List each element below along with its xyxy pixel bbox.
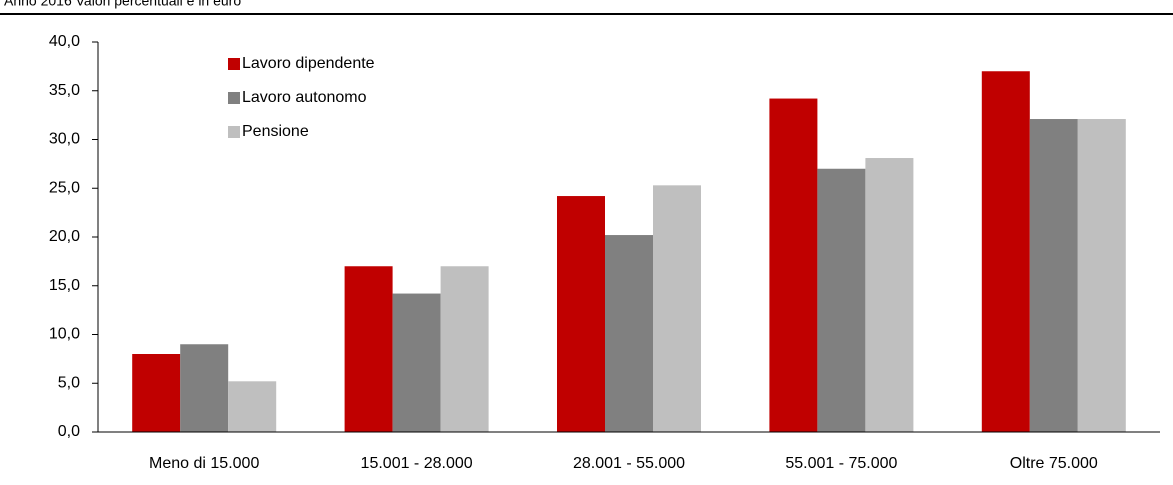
x-tick-label: 55.001 - 75.000: [785, 455, 897, 472]
chart-subtitle: Anno 2016 Valori percentuali e in euro: [4, 0, 241, 9]
bar: [981, 71, 1030, 432]
y-tick-label: 10,0: [49, 326, 80, 343]
bar: [344, 266, 393, 432]
bar: [653, 185, 701, 432]
y-tick-label: 15,0: [49, 277, 80, 294]
bar: [865, 158, 914, 432]
x-tick-label: 28.001 - 55.000: [573, 455, 685, 472]
x-tick-label: 15.001 - 28.000: [361, 455, 473, 472]
bar: [605, 235, 653, 432]
y-tick-label: 30,0: [49, 131, 80, 148]
y-tick-label: 0,0: [58, 423, 80, 440]
y-tick-label: 5,0: [58, 374, 80, 391]
legend-label: Lavoro autonomo: [242, 89, 367, 106]
bar: [132, 354, 181, 432]
x-tick-label: Oltre 75.000: [1010, 455, 1098, 472]
bar: [180, 344, 229, 432]
bar: [817, 168, 866, 432]
bar: [769, 98, 818, 433]
x-tick-label: Meno di 15.000: [149, 455, 259, 472]
bar: [557, 196, 605, 432]
bar: [228, 381, 277, 432]
legend-swatch: [228, 58, 240, 70]
legend-swatch: [228, 92, 240, 104]
y-tick-label: 20,0: [49, 228, 80, 245]
legend-label: Pensione: [242, 123, 309, 140]
bar: [392, 293, 441, 432]
y-tick-label: 35,0: [49, 82, 80, 99]
legend-label: Lavoro dipendente: [242, 55, 375, 72]
bar: [1029, 119, 1078, 433]
bar: [1077, 119, 1126, 433]
y-tick-label: 40,0: [49, 33, 80, 50]
legend-swatch: [228, 126, 240, 138]
bar: [440, 266, 489, 432]
y-tick-label: 25,0: [49, 179, 80, 196]
